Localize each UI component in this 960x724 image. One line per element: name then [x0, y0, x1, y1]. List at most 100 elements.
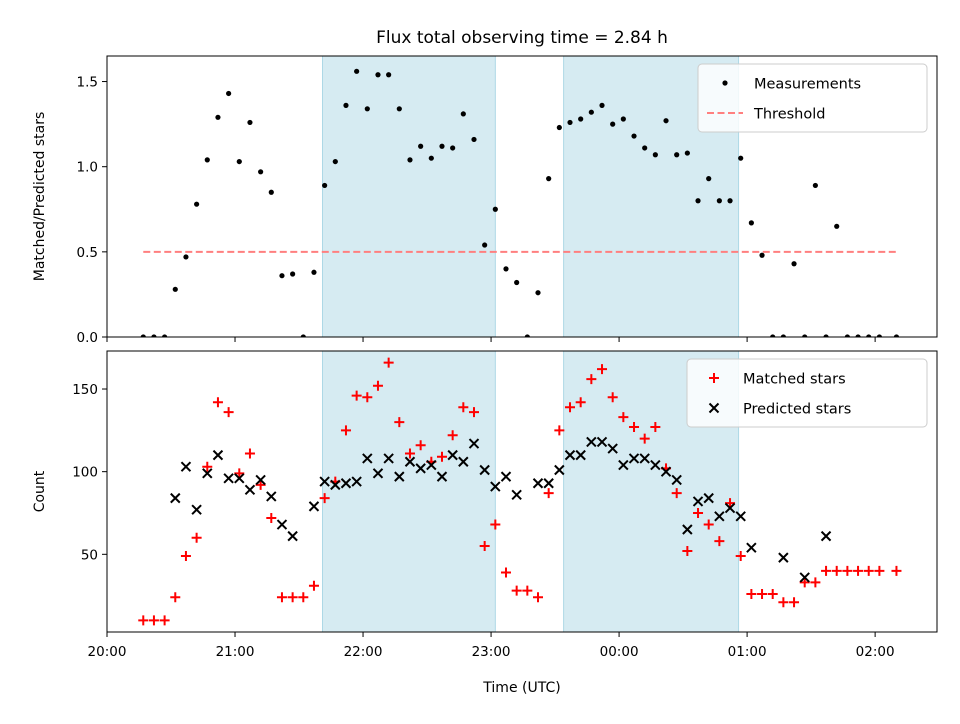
- matched-point: [725, 498, 736, 509]
- predicted-point: [692, 496, 704, 507]
- predicted-point: [735, 511, 746, 522]
- legend-label: Matched stars: [743, 372, 846, 388]
- matched-point: [767, 588, 778, 599]
- measurement-point: [770, 334, 776, 337]
- measurement-point: [834, 223, 840, 229]
- predicted-point: [660, 466, 672, 477]
- measurement-point: [780, 334, 786, 337]
- legend: Matched stars Predicted stars: [686, 358, 928, 428]
- predicted-point: [351, 476, 362, 487]
- x-tick-label: 02:00: [856, 644, 895, 660]
- matched-point: [383, 357, 394, 368]
- measurement-point: [866, 334, 872, 337]
- x-tick-label: 01:00: [728, 644, 767, 660]
- predicted-point: [234, 473, 245, 484]
- predicted-point: [564, 449, 576, 461]
- shaded-interval: [322, 351, 496, 632]
- measurement-point: [663, 118, 669, 124]
- predicted-point: [308, 501, 320, 512]
- measurement-point: [642, 145, 648, 151]
- measurement-point: [332, 158, 338, 165]
- predicted-point: [202, 468, 213, 479]
- matched-point: [212, 397, 223, 408]
- y-tick-label: 0.5: [77, 245, 98, 261]
- matched-point: [351, 390, 362, 401]
- predicted-point: [596, 436, 608, 448]
- predicted-point: [618, 459, 629, 471]
- matched-point: [479, 541, 490, 552]
- matched-point: [863, 565, 874, 576]
- predicted-point: [447, 449, 458, 461]
- measurement-point: [620, 116, 626, 122]
- y-tick-label: 1.5: [77, 75, 98, 91]
- matched-point: [138, 615, 149, 626]
- matched-point: [629, 422, 640, 433]
- measurement-point: [823, 334, 829, 337]
- measurement-point: [204, 157, 210, 163]
- x-tick-label: 00:00: [600, 644, 639, 660]
- predicted-point: [170, 492, 181, 504]
- measurement-point: [322, 182, 328, 189]
- measurement-point: [674, 152, 680, 158]
- matched-point: [362, 392, 373, 403]
- matched-point: [703, 519, 714, 530]
- predicted-point: [255, 474, 266, 486]
- matched-point: [244, 448, 255, 459]
- bottom-panel: 50 100 150 Count 20:00 21:00 22:00 23:00 00:00 01…: [32, 350, 938, 660]
- predicted-point: [319, 476, 330, 487]
- measurement-point: [556, 124, 562, 131]
- measurement-point: [386, 72, 392, 78]
- matched-point: [639, 433, 650, 444]
- measurement-point: [716, 198, 722, 204]
- measurement-point: [503, 266, 509, 272]
- predicted-point: [383, 453, 394, 464]
- measurement-point: [727, 198, 733, 204]
- measurement-point: [471, 136, 477, 143]
- predicted-point: [287, 530, 298, 542]
- predicted-point: [639, 453, 650, 464]
- predicted-point: [724, 502, 736, 514]
- predicted-point: [468, 438, 480, 449]
- measurement-point: [215, 114, 221, 120]
- measurement-point: [802, 334, 808, 337]
- matched-point: [891, 565, 902, 576]
- plot-area: [140, 56, 900, 337]
- measurement-point: [439, 143, 445, 149]
- measurement-point: [450, 145, 456, 151]
- predicted-point: [714, 511, 725, 522]
- matched-point: [394, 417, 405, 428]
- matched-point: [436, 451, 447, 462]
- matched-point: [799, 577, 810, 588]
- x-tick-label: 20:00: [88, 644, 127, 660]
- predicted-point: [276, 519, 288, 530]
- figure-title: Flux total observing time = 2.84 h: [376, 28, 668, 48]
- measurement-point: [588, 109, 594, 115]
- y-tick-label: 50: [81, 547, 98, 563]
- measurement-point: [258, 169, 264, 175]
- matched-point: [319, 493, 330, 504]
- predicted-point: [820, 530, 832, 542]
- measurement-point: [706, 176, 712, 182]
- predicted-point: [799, 572, 810, 583]
- predicted-point: [671, 474, 682, 486]
- measurement-point: [151, 334, 157, 337]
- axes-frame: [106, 55, 938, 338]
- matched-point: [533, 592, 544, 603]
- measurement-point: [300, 334, 306, 337]
- matched-point: [180, 550, 191, 561]
- predicted-point: [394, 471, 405, 482]
- matched-point: [340, 425, 351, 436]
- matched-point: [522, 585, 533, 596]
- measurement-point: [599, 102, 605, 108]
- measurement-point: [375, 72, 381, 78]
- measurement-point: [844, 334, 850, 337]
- legend-marker-dot: [722, 80, 728, 86]
- matched-point: [618, 412, 629, 423]
- matched-point: [757, 588, 768, 599]
- measurement-point: [514, 279, 520, 286]
- predicted-point: [362, 453, 373, 464]
- matched-point: [575, 397, 586, 408]
- measurement-point: [578, 116, 584, 122]
- matched-point: [404, 448, 415, 459]
- measurement-point: [535, 290, 541, 296]
